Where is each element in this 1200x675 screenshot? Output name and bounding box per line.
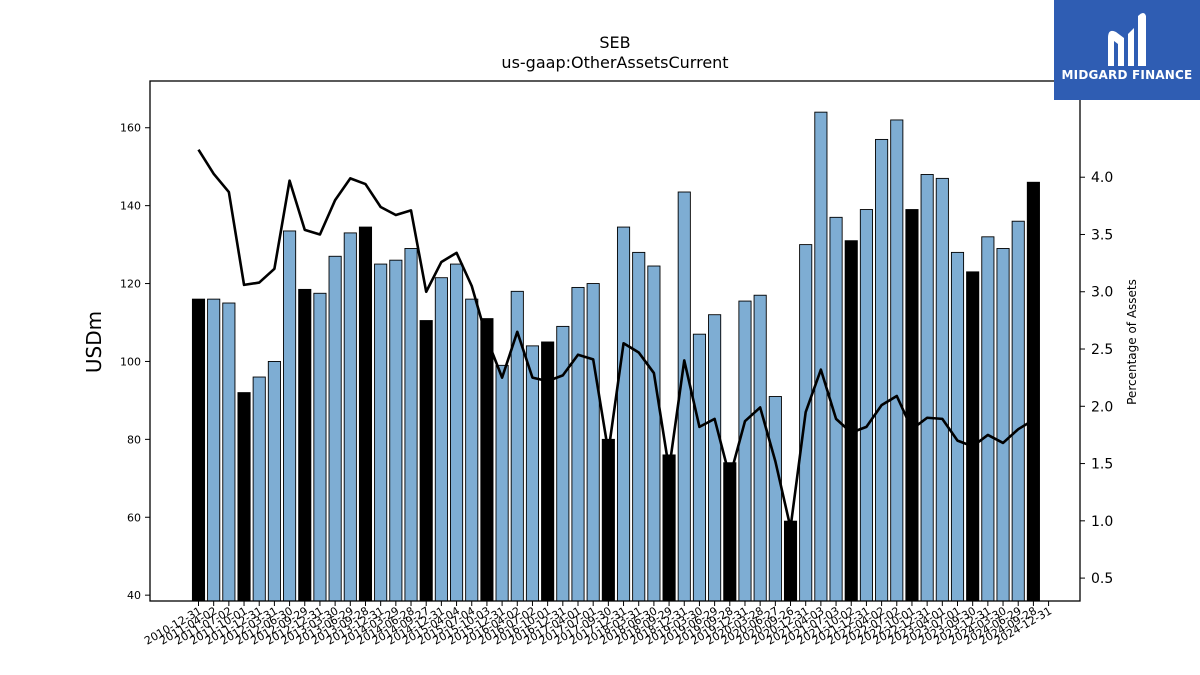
y-tick-label: 40 [127,589,141,602]
bar-2010-12-31 [191,298,206,602]
bar-2015-12-31 [495,364,509,602]
bar-2023-09-30 [966,271,980,602]
bar-2021-12-31 [859,209,873,602]
bar-2018-06-30 [647,265,661,602]
bar-2016-07-02 [525,345,540,602]
bar-2018-09-29 [662,454,676,602]
midgard-logo-icon [1108,13,1146,66]
y2-tick-label: 3.5 [1091,227,1113,243]
bar-2020-06-27 [768,396,782,602]
bar-2012-12-31 [313,292,327,602]
bar-2014-03-29 [389,259,403,602]
bar-2012-06-30 [283,230,297,602]
bar-2020-12-31 [799,244,813,602]
y-axis-label: USDm [82,311,106,373]
brand-logo: MIDGARD FINANCE [1054,0,1200,100]
bar-2013-06-29 [343,232,357,602]
bar-2022-12-31 [920,174,934,602]
bar-2024-06-29 [1011,220,1025,602]
y2-tick-label: 2.0 [1091,399,1113,415]
brand-name: MIDGARD FINANCE [1061,68,1193,82]
bar-2017-09-30 [601,438,615,602]
bar-2011-04-02 [207,298,221,602]
plot-frame [149,80,1081,602]
bar-2015-10-03 [480,318,494,602]
bar-2011-10-01 [237,392,251,602]
bar-2021-10-02 [844,240,858,602]
x-axis: 2010-12-312011-04-022011-07-022011-10-01… [142,601,1054,648]
pct-line [197,149,1035,530]
y-tick-label: 60 [127,511,141,524]
bar-2015-04-04 [450,263,464,602]
bar-2014-06-28 [404,248,418,602]
bar-2024-03-30 [996,248,1010,602]
bar-2021-04-03 [814,111,828,602]
y-tick-label: 160 [120,122,141,135]
y2-tick-label: 1.0 [1091,514,1113,530]
bar-2024-09-28 [1026,181,1040,602]
y2-tick-label: 2.5 [1091,342,1113,358]
bar-2017-12-31 [616,226,631,602]
y2-axis-label: Percentage of Assets [1125,279,1139,405]
bar-2023-07-01 [950,251,965,602]
pct-assets-series [197,149,1035,530]
bar-2013-12-31 [374,263,388,602]
bar-2019-09-28 [723,462,737,602]
y-axis-left: 40 60 80 100 120 140 160 [120,122,150,602]
bar-2016-04-02 [510,290,524,602]
bar-2019-12-31 [738,300,752,602]
chart-subtitle: us-gaap:OtherAssetsCurrent [501,53,728,72]
y-tick-label: 80 [127,433,141,446]
y2-tick-label: 3.0 [1091,285,1113,301]
bar-2018-03-31 [632,251,646,602]
bar-2020-03-28 [753,294,767,602]
bar-2020-09-26 [783,520,798,602]
bar-2012-09-29 [298,288,312,602]
bar-2011-12-31 [252,376,266,602]
bar-2011-07-02 [222,302,236,602]
bar-2013-09-28 [358,226,373,602]
y2-tick-label: 0.5 [1091,571,1113,587]
bars [191,111,1040,602]
bar-2017-07-01 [586,283,600,602]
bar-2014-12-31 [434,277,448,602]
bar-2023-04-01 [935,177,949,602]
bar-2022-10-01 [905,209,919,602]
bar-2019-06-29 [708,314,722,602]
chart-title: SEB [599,33,630,52]
bar-2014-09-27 [419,320,433,602]
y-tick-label: 100 [120,355,141,368]
y2-tick-label: 4.0 [1091,170,1113,186]
bar-2013-03-30 [328,255,342,602]
bar-2022-04-02 [875,138,889,602]
y2-tick-label: 1.5 [1091,457,1113,473]
bar-2012-03-31 [267,361,281,602]
y-axis-right: 0.5 1.0 1.5 2.0 2.5 3.0 3.5 4.0 [1080,170,1113,587]
bar-2019-03-30 [692,333,706,602]
y-tick-label: 140 [120,200,141,213]
y-tick-label: 120 [120,278,141,291]
bar-2022-07-02 [890,119,904,602]
bar-2017-04-01 [571,286,585,602]
bar-2023-12-31 [981,236,995,602]
bar-2015-07-04 [465,298,479,602]
